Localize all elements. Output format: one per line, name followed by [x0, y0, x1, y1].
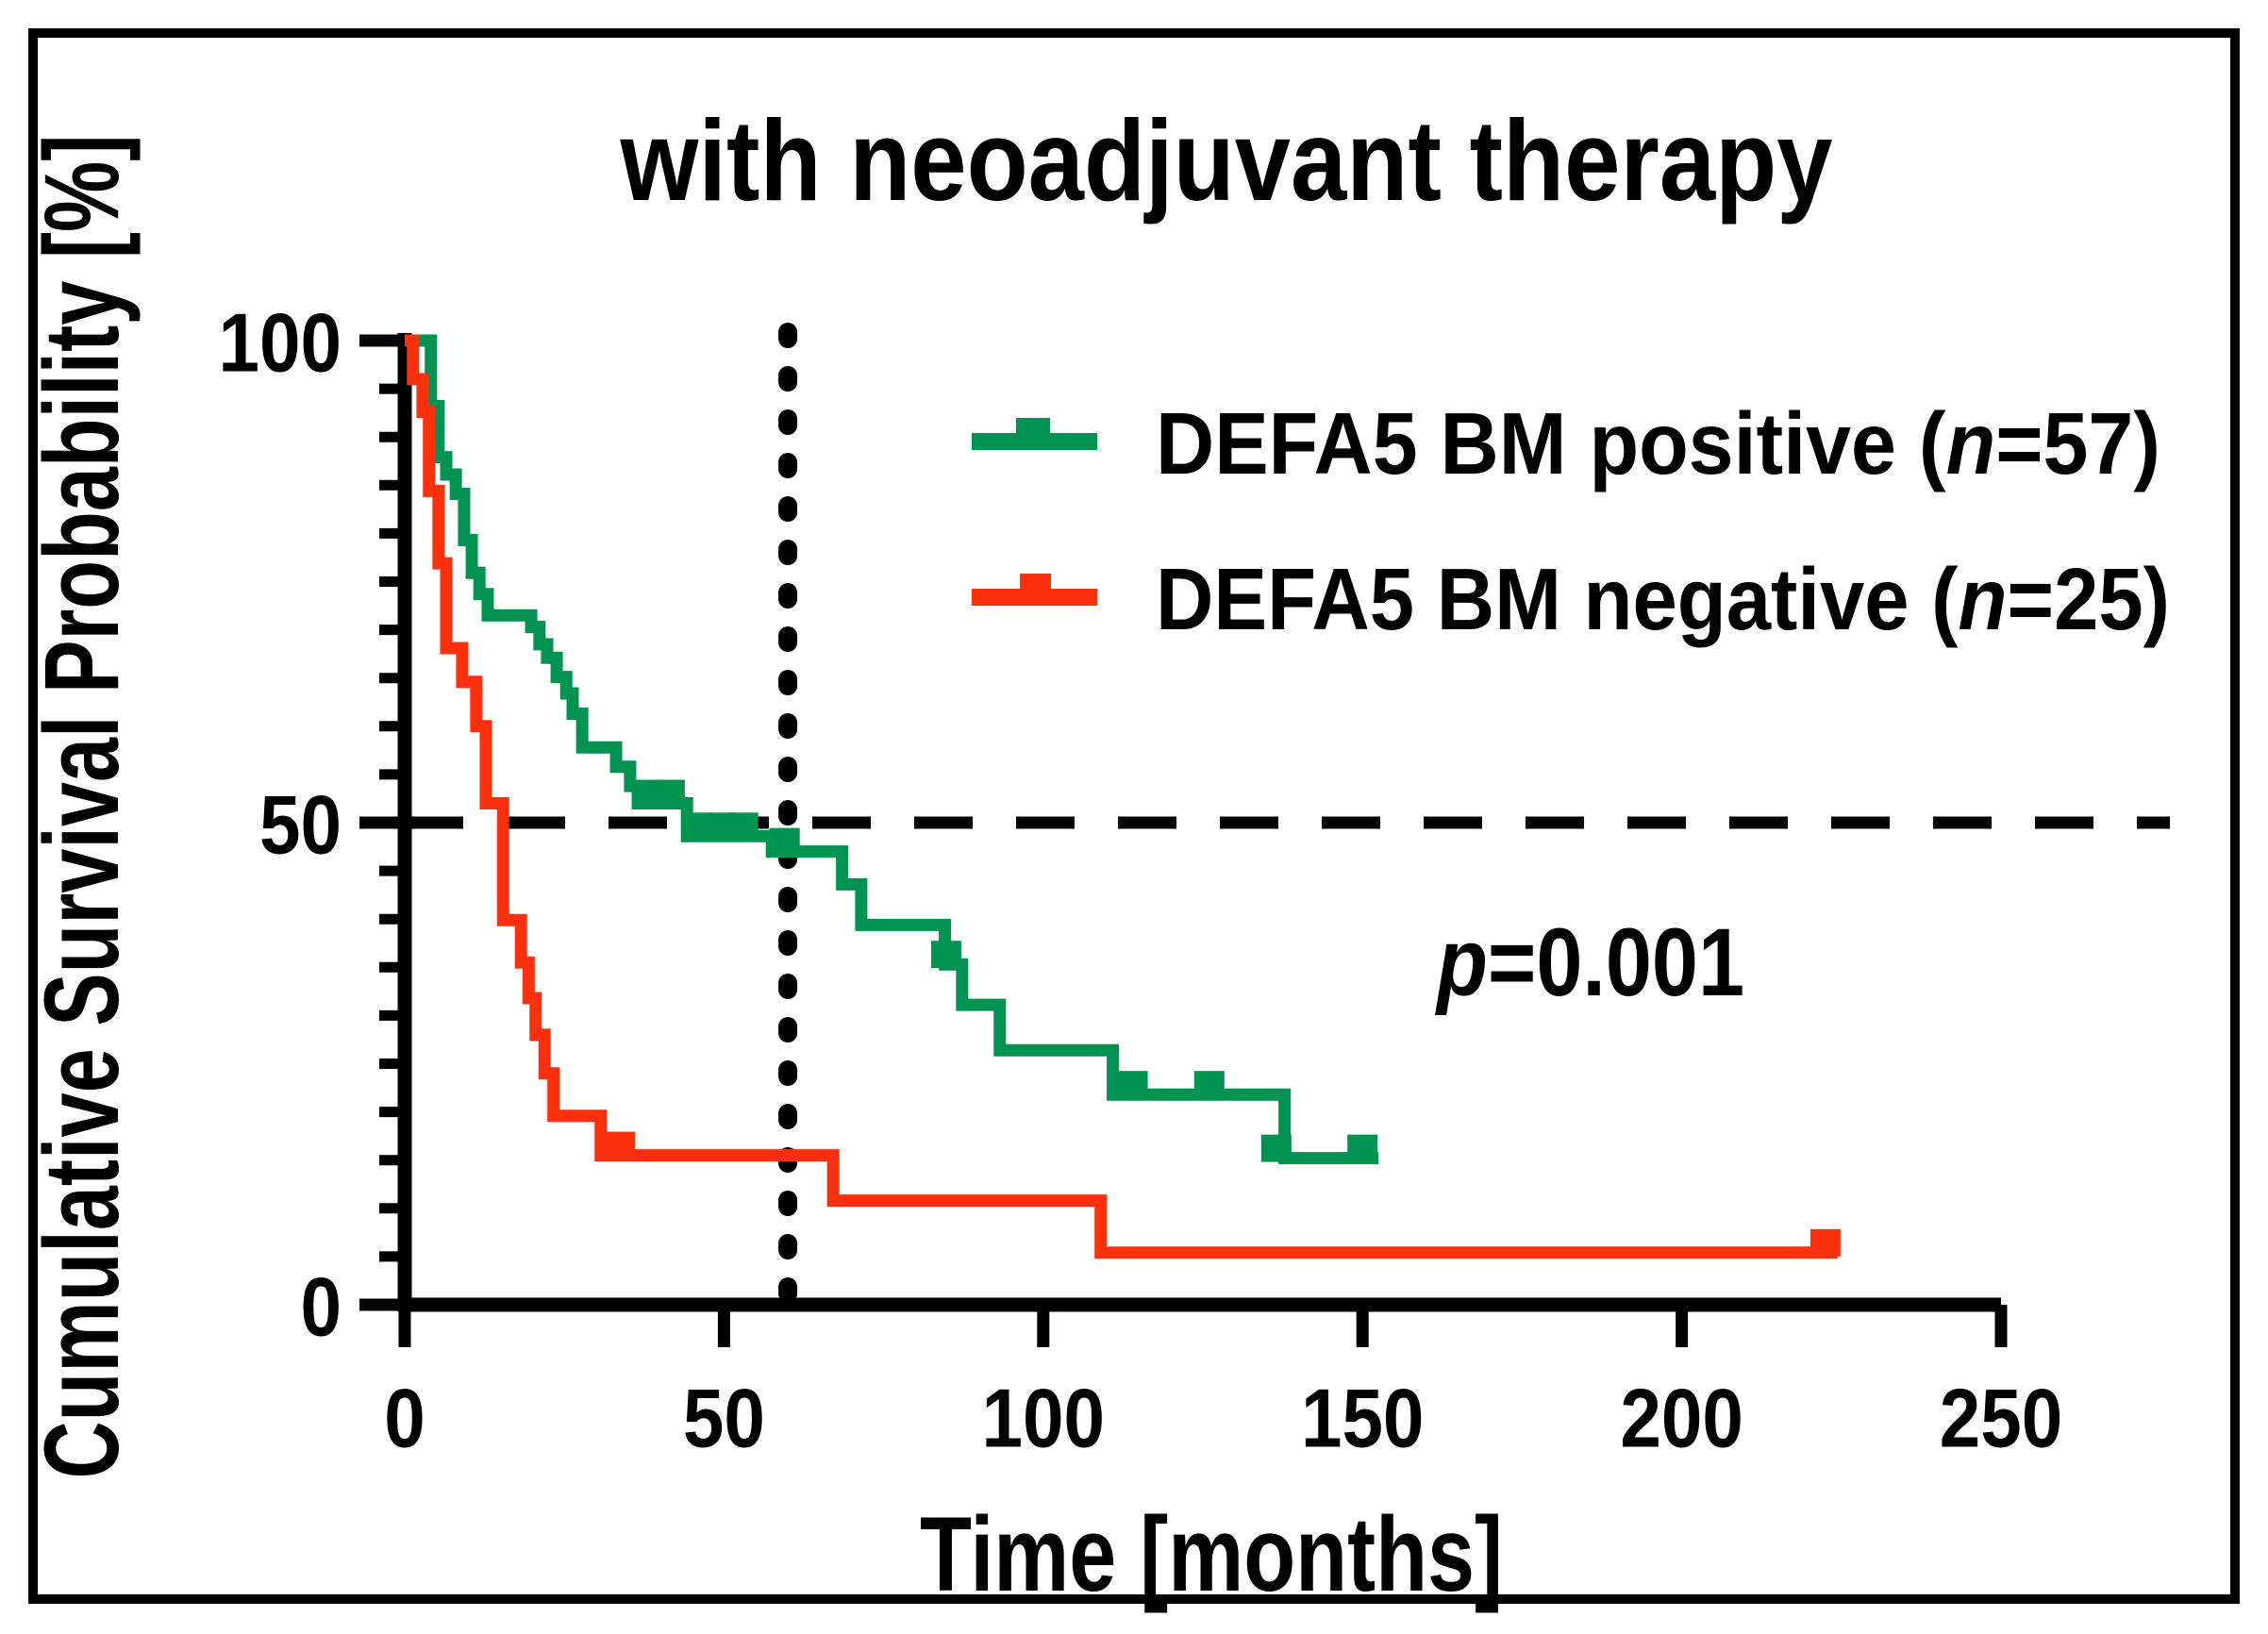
legend-label-negative-suffix: =25)	[2007, 550, 2170, 648]
y-tick-labels: 100 50 0	[219, 296, 342, 1354]
legend-censor-tick-icon-negative	[1020, 574, 1051, 602]
y-tick-label: 50	[259, 778, 342, 872]
legend-label-negative: DEFA5 BM negative (n=25)	[1156, 550, 2170, 648]
x-tick-label: 150	[1301, 1372, 1425, 1465]
p-value-p: p	[1434, 909, 1487, 1016]
y-major-ticks	[359, 334, 405, 1311]
censor-tick-icon-positive	[654, 779, 685, 808]
legend-label-positive-n: n	[1946, 394, 1996, 492]
chart-title: with neoadjuvant therapy	[620, 96, 1833, 225]
censor-tick-icon-positive	[1117, 1071, 1148, 1099]
y-tick-label: 100	[219, 296, 342, 390]
censor-tick-icon-positive	[727, 812, 759, 841]
x-ticks	[398, 1305, 2008, 1347]
censor-tick-icon-negative	[1809, 1228, 1841, 1257]
y-tick-label: 0	[301, 1260, 342, 1354]
legend-label-positive-prefix: DEFA5 BM positive (	[1156, 394, 1946, 492]
figure-border	[28, 28, 2240, 1604]
x-tick-label: 200	[1620, 1372, 1743, 1465]
censor-tick-icon-positive	[1260, 1134, 1292, 1162]
legend-label-negative-prefix: DEFA5 BM negative (	[1156, 550, 1959, 648]
legend-censor-tick-icon-positive	[1016, 418, 1050, 446]
legend-label-negative-n: n	[1958, 550, 2007, 648]
legend-item-positive: DEFA5 BM positive (n=57)	[972, 394, 2160, 492]
legend-label-positive: DEFA5 BM positive (n=57)	[1156, 394, 2160, 492]
censor-tick-icon-positive	[769, 827, 800, 856]
y-axis-label: Cumulative Survival Probability [%]	[23, 135, 141, 1479]
censor-tick-icon-positive	[1193, 1071, 1225, 1099]
x-axis-label: Time [months]	[920, 1495, 1503, 1613]
censor-marks	[605, 779, 1841, 1257]
p-value-annotation: p=0.001	[1434, 909, 1744, 1016]
y-minor-ticks	[379, 383, 405, 1262]
legend-item-negative: DEFA5 BM negative (n=25)	[972, 550, 2170, 648]
p-value-number: =0.001	[1488, 909, 1744, 1016]
censor-tick-icon-positive	[1347, 1134, 1378, 1162]
censor-tick-icon-positive	[930, 941, 961, 969]
x-tick-label: 50	[683, 1372, 765, 1465]
km-curve-negative	[405, 334, 1838, 1259]
x-tick-label: 100	[982, 1372, 1106, 1465]
x-tick-label: 0	[384, 1372, 425, 1465]
x-tick-label: 250	[1940, 1372, 2063, 1465]
censor-tick-icon-negative	[605, 1131, 636, 1159]
legend: DEFA5 BM positive (n=57) DEFA5 BM negati…	[972, 394, 2170, 648]
legend-label-positive-suffix: =57)	[1995, 394, 2160, 492]
x-tick-labels: 0 50 100 150 200 250	[384, 1372, 2062, 1465]
